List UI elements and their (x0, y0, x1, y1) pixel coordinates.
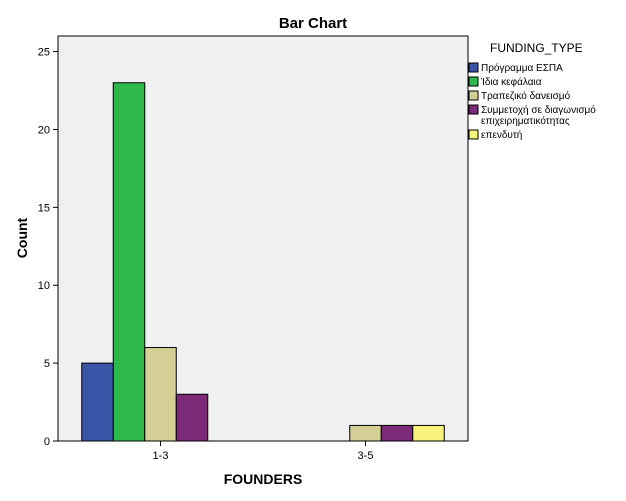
legend-label: επιχειρηματικότητας (481, 115, 570, 127)
bar (412, 424, 445, 442)
y-axis: 0 5 10 15 20 25 (38, 47, 58, 448)
y-tick-label: 15 (38, 202, 50, 214)
legend-swatch (468, 62, 479, 73)
legend-label: Πρόγραμμα ΕΣΠΑ (481, 62, 563, 74)
x-tick-label: 1-3 (153, 450, 169, 462)
legend-swatch (468, 90, 479, 101)
bar (349, 424, 382, 442)
y-tick-label: 5 (44, 358, 50, 370)
legend-swatch (468, 129, 479, 140)
y-tick-label: 20 (38, 124, 50, 136)
legend-title: FUNDING_TYPE (490, 41, 583, 55)
x-axis-title: FOUNDERS (224, 471, 303, 487)
chart-title: Bar Chart (279, 15, 347, 32)
legend-label: επενδυτή (481, 129, 522, 141)
x-tick-label: 3-5 (358, 450, 374, 462)
legend: FUNDING_TYPE Πρόγραμμα ΕΣΠΑ Ίδια κεφάλαια… (468, 41, 596, 141)
legend-label: Ίδια κεφάλαια (480, 76, 542, 88)
bar (144, 347, 177, 442)
legend-swatch (468, 104, 479, 115)
bars (81, 82, 445, 442)
bar (175, 393, 209, 442)
legend-swatch (468, 76, 479, 87)
y-tick-label: 25 (38, 47, 50, 59)
legend-label: Τραπεζικό δανεισμό (481, 90, 571, 102)
bar (81, 362, 114, 442)
y-tick-label: 0 (44, 436, 50, 448)
bar (112, 82, 146, 442)
legend-label: Συμμετοχή σε διαγωνισμό (481, 104, 596, 116)
x-axis: 1-3 3-5 (153, 441, 374, 462)
y-axis-title: Count (14, 217, 30, 258)
bar (380, 424, 414, 442)
y-tick-label: 10 (38, 280, 50, 292)
